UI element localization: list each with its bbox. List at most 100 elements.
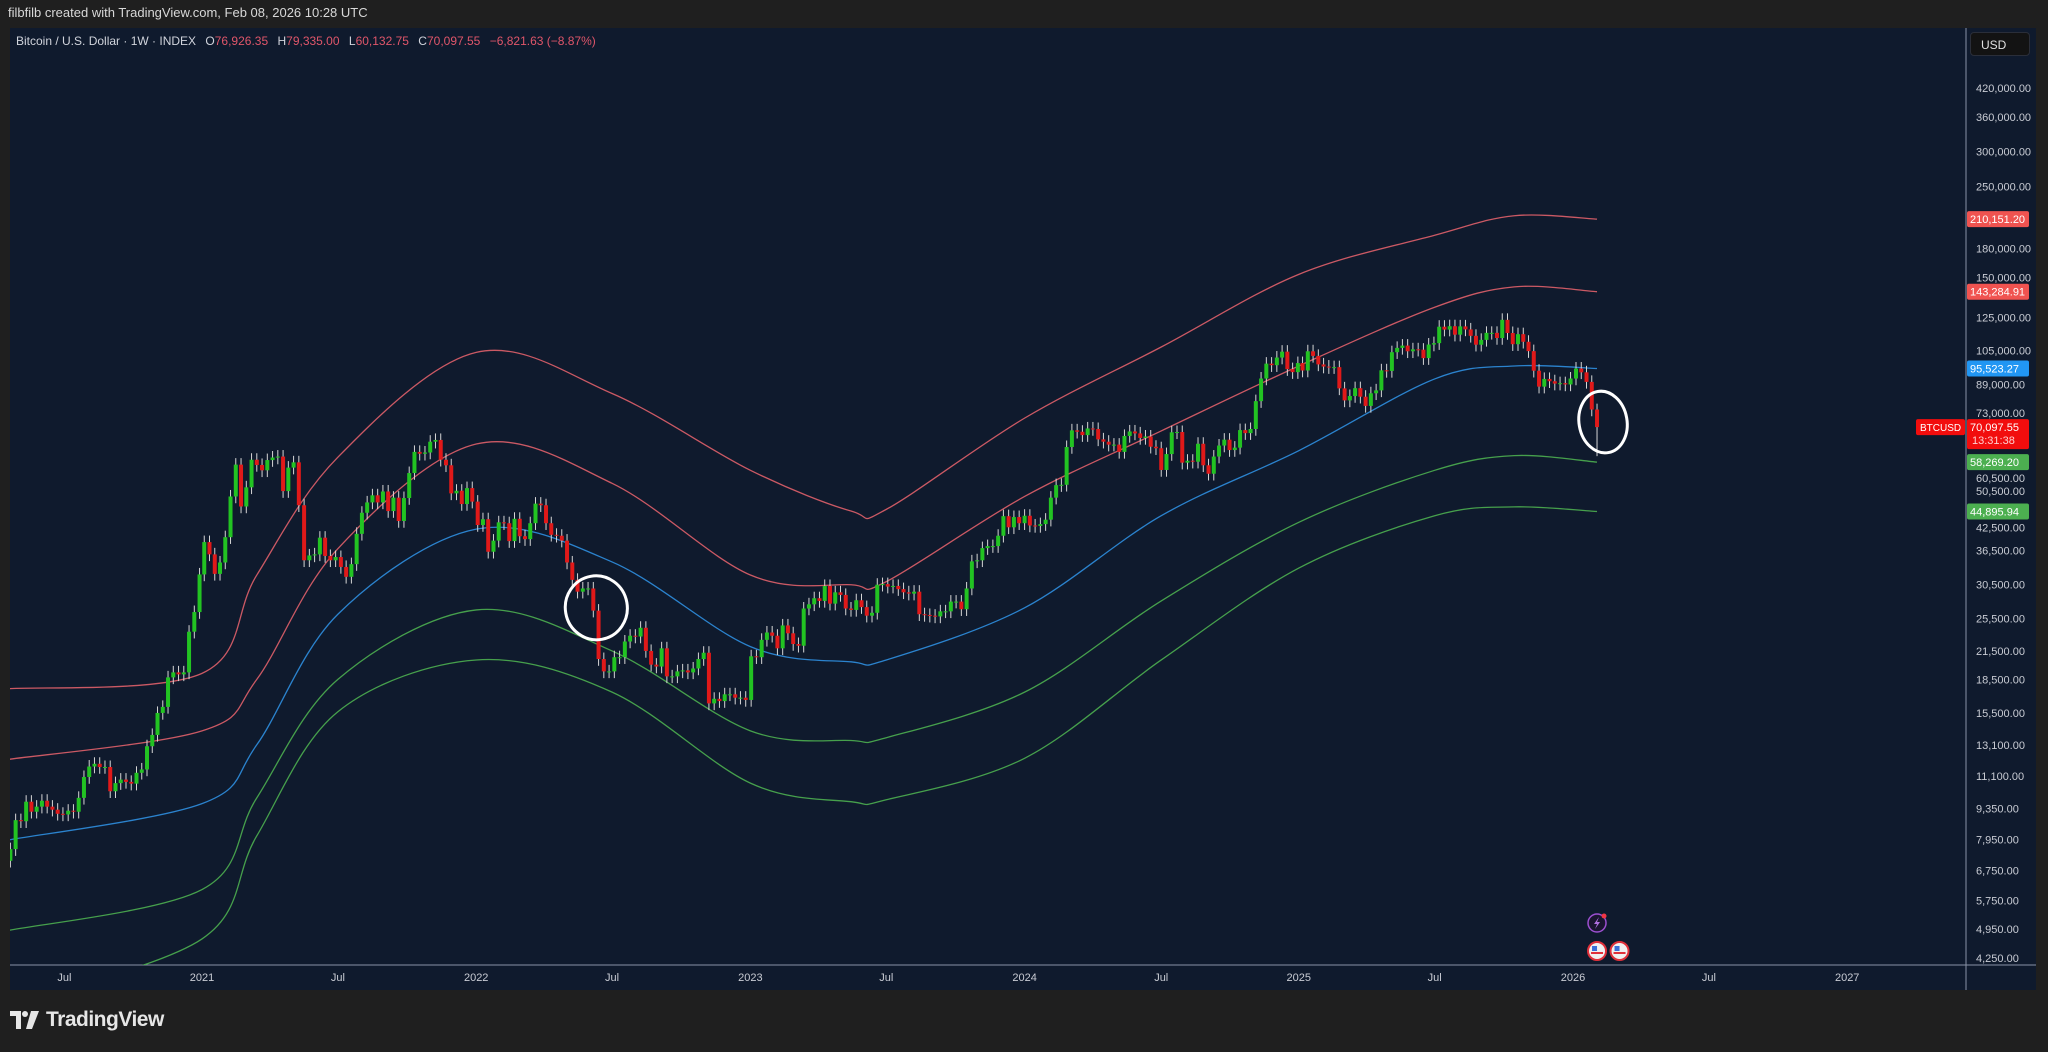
candle-body xyxy=(1426,344,1431,359)
chart-panel[interactable] xyxy=(10,28,2036,990)
candle-body xyxy=(706,652,711,704)
price-tick-label: 60,500.00 xyxy=(1976,473,2025,485)
candle xyxy=(833,585,838,611)
candle xyxy=(1132,424,1137,441)
candle-body xyxy=(1316,355,1321,365)
candle xyxy=(1321,357,1326,374)
tradingview-logo[interactable]: TradingView xyxy=(10,1008,164,1032)
low-label: L xyxy=(348,34,356,48)
candle-body xyxy=(1064,447,1069,485)
candle-body xyxy=(187,631,192,673)
candle xyxy=(1185,454,1190,470)
candle xyxy=(875,578,880,620)
candle-body xyxy=(654,664,659,667)
candle-body xyxy=(1248,428,1253,434)
candle xyxy=(938,604,943,624)
candle xyxy=(1017,510,1022,530)
us-flag-icon[interactable] xyxy=(1587,941,1608,961)
candle-body xyxy=(218,562,223,574)
candle xyxy=(129,775,134,791)
candle xyxy=(254,453,259,472)
annotations-layer xyxy=(560,387,1632,645)
candle-body xyxy=(990,546,995,548)
candle xyxy=(1159,441,1164,477)
candle xyxy=(1064,440,1069,492)
band-value-badge-mid-bg xyxy=(1967,360,2029,377)
candle xyxy=(1589,375,1594,417)
candle-body xyxy=(1447,326,1452,330)
symbol-title[interactable]: Bitcoin / U.S. Dollar · 1W · INDEX xyxy=(16,34,197,48)
candle-body xyxy=(1080,431,1085,436)
candle xyxy=(927,608,932,623)
candle-body xyxy=(302,505,307,561)
candle-body xyxy=(570,562,575,580)
candle-body xyxy=(139,769,144,773)
time-tick-label: 2026 xyxy=(1561,972,1585,984)
candle xyxy=(307,548,312,568)
hand-drawn-circle[interactable] xyxy=(1574,387,1632,456)
candle-body xyxy=(780,625,785,649)
candle-body xyxy=(239,464,244,507)
candle xyxy=(71,804,76,819)
candle xyxy=(92,757,97,774)
candle-body xyxy=(1337,367,1342,389)
candle-body xyxy=(959,601,964,610)
candle xyxy=(954,595,959,609)
candle xyxy=(1479,333,1484,352)
candle-body xyxy=(286,467,291,492)
candle-body xyxy=(97,763,102,768)
candle xyxy=(270,450,275,467)
candle-body xyxy=(501,522,506,524)
candle-body xyxy=(601,659,606,672)
candle-body xyxy=(1238,430,1243,448)
candle xyxy=(733,687,738,705)
candle-body xyxy=(275,456,280,458)
candle xyxy=(791,626,796,651)
currency-button[interactable]: USD xyxy=(1970,32,2030,56)
candle-body xyxy=(533,503,538,524)
candle xyxy=(575,573,580,599)
price-axis[interactable]: 420,000.00 360,000.00 300,000.00 250,000.00… xyxy=(1976,83,2031,965)
candle xyxy=(118,773,123,790)
candle xyxy=(1489,326,1494,340)
hand-drawn-circle[interactable] xyxy=(560,571,632,645)
candle xyxy=(29,795,34,819)
candle-body xyxy=(512,518,517,542)
last-price-badge-bg xyxy=(1967,419,2029,450)
candle-body xyxy=(155,712,160,735)
price-tick-label: 4,250.00 xyxy=(1976,953,2019,965)
events-layer xyxy=(1587,913,1630,961)
band-value-badge-lower2: 44,895.94 xyxy=(1970,506,2019,518)
candle xyxy=(1542,372,1547,394)
candle-body xyxy=(559,535,564,541)
candle xyxy=(685,663,690,680)
candle-body xyxy=(649,650,654,665)
time-axis[interactable]: Jul 2021 Jul 2022 Jul 2023 Jul 2024 Jul 2025 Jul 20… xyxy=(57,972,1859,984)
candle xyxy=(1290,362,1295,379)
candle xyxy=(617,650,622,664)
candle xyxy=(917,585,922,621)
candle-body xyxy=(496,522,501,541)
candle-body xyxy=(475,501,480,526)
candle xyxy=(1584,365,1589,389)
candle xyxy=(1337,360,1342,396)
candle xyxy=(549,516,554,542)
price-tick-label: 25,500.00 xyxy=(1976,614,2025,626)
lightning-icon[interactable] xyxy=(1587,913,1607,933)
candle-body xyxy=(244,487,249,507)
candle xyxy=(1027,509,1032,533)
candle xyxy=(770,625,775,643)
candle xyxy=(470,481,475,509)
candle-body xyxy=(1300,363,1305,371)
us-flag-icon[interactable] xyxy=(1609,941,1630,961)
candle xyxy=(433,433,438,449)
candle-body xyxy=(401,498,406,521)
time-tick-label: Jul xyxy=(1702,972,1716,984)
candle xyxy=(696,652,701,676)
candle-body xyxy=(827,585,832,604)
candle xyxy=(870,606,875,623)
candle xyxy=(1547,372,1552,388)
candle-body xyxy=(1185,460,1190,463)
time-tick-label: Jul xyxy=(1428,972,1442,984)
